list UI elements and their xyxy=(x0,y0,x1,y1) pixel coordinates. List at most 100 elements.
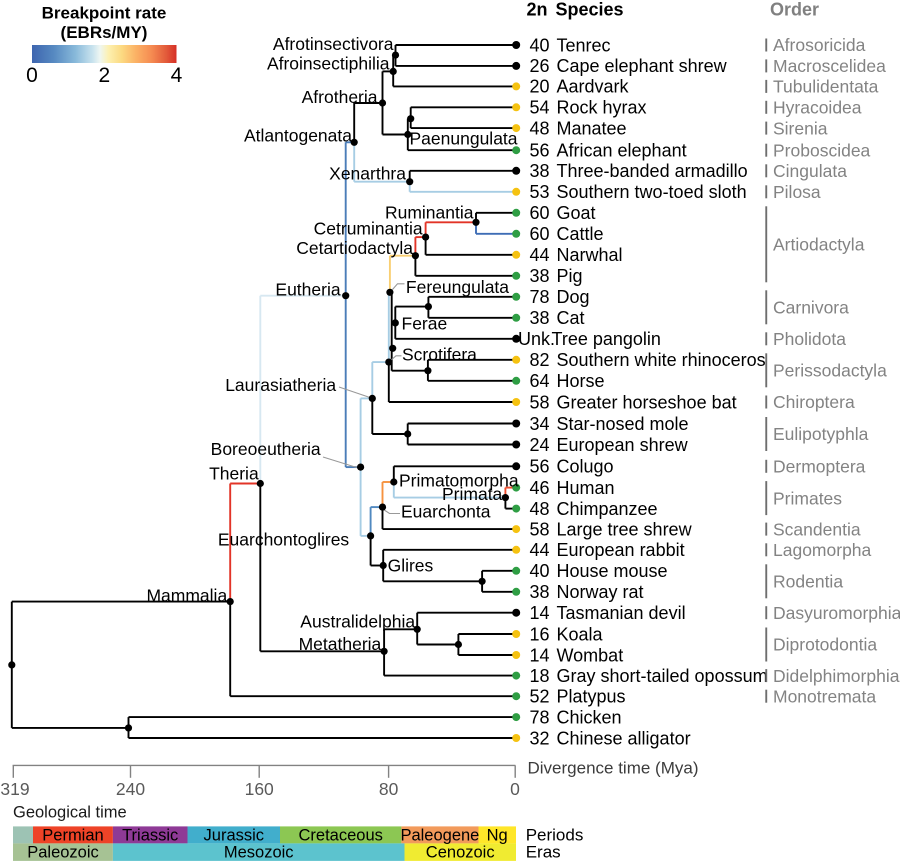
svg-text:Scandentia: Scandentia xyxy=(773,519,861,539)
svg-text:Australidelphia: Australidelphia xyxy=(300,612,415,632)
svg-text:Cenozoic: Cenozoic xyxy=(426,844,495,862)
svg-text:Platypus: Platypus xyxy=(557,687,626,707)
svg-text:34: 34 xyxy=(529,414,549,434)
svg-text:44: 44 xyxy=(529,245,549,265)
svg-text:Theria: Theria xyxy=(209,463,259,483)
svg-text:54: 54 xyxy=(529,98,549,118)
svg-text:82: 82 xyxy=(529,350,549,370)
svg-text:Dog: Dog xyxy=(557,287,590,307)
svg-text:Southern white rhinoceros: Southern white rhinoceros xyxy=(557,350,766,370)
svg-text:Periods: Periods xyxy=(526,825,584,844)
svg-text:Divergence time (Mya): Divergence time (Mya) xyxy=(528,759,699,778)
svg-text:Unk.: Unk. xyxy=(518,329,555,349)
svg-text:20: 20 xyxy=(529,77,549,97)
svg-text:Star-nosed mole: Star-nosed mole xyxy=(557,414,689,434)
svg-text:Lagomorpha: Lagomorpha xyxy=(773,540,872,560)
svg-text:Colugo: Colugo xyxy=(557,457,614,477)
svg-text:Eras: Eras xyxy=(526,843,561,862)
svg-text:Narwhal: Narwhal xyxy=(557,245,623,265)
svg-text:14: 14 xyxy=(529,603,549,623)
svg-text:Ferae: Ferae xyxy=(402,314,448,334)
svg-text:Large tree shrew: Large tree shrew xyxy=(557,519,693,539)
svg-text:Afrosoricida: Afrosoricida xyxy=(773,35,866,55)
svg-text:Pig: Pig xyxy=(557,266,583,286)
svg-text:Pilosa: Pilosa xyxy=(773,182,821,202)
svg-text:Glires: Glires xyxy=(388,556,434,576)
svg-text:Macroscelidea: Macroscelidea xyxy=(773,56,886,76)
svg-text:African elephant: African elephant xyxy=(557,141,687,161)
svg-text:Ng: Ng xyxy=(487,827,508,845)
svg-text:(EBRs/MY): (EBRs/MY) xyxy=(61,23,148,42)
svg-text:Mesozoic: Mesozoic xyxy=(224,844,294,862)
svg-text:Proboscidea: Proboscidea xyxy=(773,140,871,160)
svg-text:European rabbit: European rabbit xyxy=(557,540,685,560)
svg-text:Three-banded armadillo: Three-banded armadillo xyxy=(557,161,748,181)
svg-text:Rock hyrax: Rock hyrax xyxy=(557,98,647,118)
svg-text:Boreoeutheria: Boreoeutheria xyxy=(211,439,321,459)
svg-text:Gray short-tailed opossum: Gray short-tailed opossum xyxy=(557,666,768,686)
svg-text:Diprotodontia: Diprotodontia xyxy=(773,635,877,655)
svg-text:Wombat: Wombat xyxy=(557,645,624,665)
svg-text:78: 78 xyxy=(529,707,549,727)
svg-text:Primata: Primata xyxy=(442,484,503,504)
svg-text:Xenarthra: Xenarthra xyxy=(329,164,406,184)
svg-text:319: 319 xyxy=(0,779,29,799)
svg-text:Cape elephant shrew: Cape elephant shrew xyxy=(557,56,728,76)
svg-text:60: 60 xyxy=(529,224,549,244)
svg-text:Paenungulata: Paenungulata xyxy=(410,129,518,149)
svg-text:Chiroptera: Chiroptera xyxy=(773,392,855,412)
svg-text:Atlantogenata: Atlantogenata xyxy=(244,126,352,146)
svg-text:Cetartiodactyla: Cetartiodactyla xyxy=(296,238,413,258)
svg-text:26: 26 xyxy=(529,56,549,76)
svg-text:44: 44 xyxy=(529,540,549,560)
svg-text:Southern two-toed sloth: Southern two-toed sloth xyxy=(557,182,747,202)
svg-text:38: 38 xyxy=(529,582,549,602)
svg-text:38: 38 xyxy=(529,266,549,286)
svg-text:Manatee: Manatee xyxy=(557,118,627,138)
svg-text:Dasyuromorphia: Dasyuromorphia xyxy=(773,603,900,623)
svg-text:Breakpoint rate: Breakpoint rate xyxy=(42,4,167,23)
svg-text:Paleozoic: Paleozoic xyxy=(27,844,99,862)
svg-text:56: 56 xyxy=(529,141,549,161)
svg-text:Afrotheria: Afrotheria xyxy=(302,87,378,107)
svg-text:Cingulata: Cingulata xyxy=(773,161,847,181)
svg-text:Tasmanian devil: Tasmanian devil xyxy=(557,603,686,623)
svg-text:Afrotinsectivora: Afrotinsectivora xyxy=(273,34,394,54)
svg-text:Monotremata: Monotremata xyxy=(773,686,876,706)
svg-text:Human: Human xyxy=(557,478,615,498)
svg-text:24: 24 xyxy=(529,435,549,455)
svg-text:40: 40 xyxy=(529,35,549,55)
svg-text:240: 240 xyxy=(116,779,145,799)
svg-text:18: 18 xyxy=(529,666,549,686)
svg-text:Chicken: Chicken xyxy=(557,707,622,727)
svg-text:32: 32 xyxy=(529,728,549,748)
svg-text:Artiodactyla: Artiodactyla xyxy=(773,235,865,255)
svg-text:Rodentia: Rodentia xyxy=(773,572,843,592)
svg-text:60: 60 xyxy=(529,203,549,223)
svg-text:Cat: Cat xyxy=(557,308,585,328)
svg-text:Geological time: Geological time xyxy=(13,804,127,822)
svg-text:Tubulidentata: Tubulidentata xyxy=(773,77,879,97)
svg-text:Goat: Goat xyxy=(557,203,596,223)
svg-text:Primates: Primates xyxy=(773,488,842,508)
svg-text:38: 38 xyxy=(529,308,549,328)
svg-text:48: 48 xyxy=(529,118,549,138)
svg-text:Cattle: Cattle xyxy=(557,224,604,244)
svg-text:Triassic: Triassic xyxy=(122,827,178,845)
svg-text:Perissodactyla: Perissodactyla xyxy=(773,361,887,381)
svg-text:Cetruminantia: Cetruminantia xyxy=(314,218,423,238)
svg-text:2: 2 xyxy=(98,64,110,87)
svg-text:Cretaceous: Cretaceous xyxy=(299,827,383,845)
svg-text:Tenrec: Tenrec xyxy=(557,35,611,55)
svg-text:Permian: Permian xyxy=(42,827,103,845)
svg-text:58: 58 xyxy=(529,519,549,539)
svg-text:52: 52 xyxy=(529,687,549,707)
svg-text:0: 0 xyxy=(510,779,520,799)
svg-text:56: 56 xyxy=(529,457,549,477)
svg-text:Jurassic: Jurassic xyxy=(204,827,265,845)
svg-text:Ruminantia: Ruminantia xyxy=(385,203,474,223)
svg-text:Chimpanzee: Chimpanzee xyxy=(557,499,658,519)
svg-text:Hyracoidea: Hyracoidea xyxy=(773,98,862,118)
svg-text:Euarchonta: Euarchonta xyxy=(401,502,491,522)
svg-text:160: 160 xyxy=(245,779,274,799)
